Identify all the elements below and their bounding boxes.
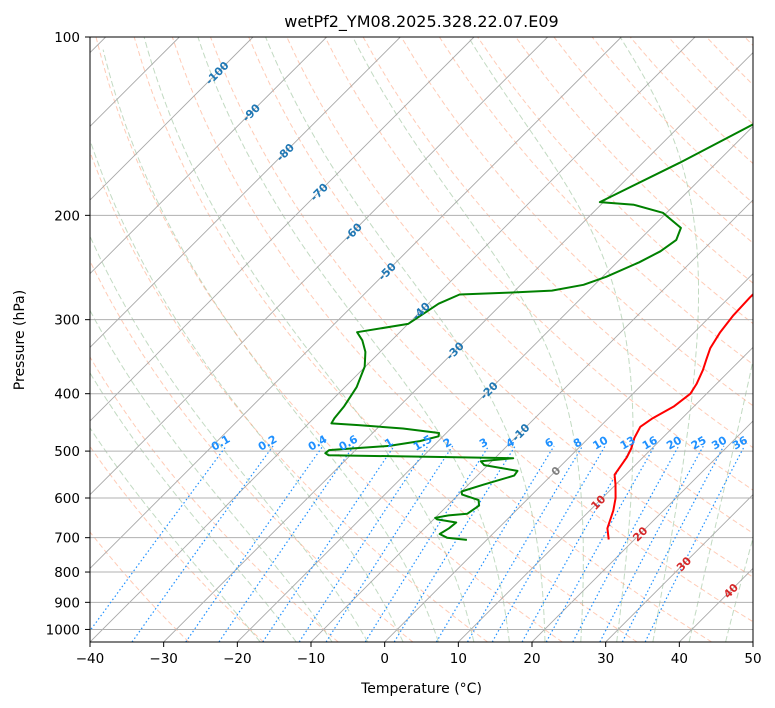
x-tick-label: −20 xyxy=(223,651,252,667)
dry-adiabat-line xyxy=(90,150,488,642)
sounding-series xyxy=(324,123,753,541)
isotherm-line xyxy=(90,37,401,348)
moist-adiabat-line xyxy=(352,37,584,642)
mixing-ratio-line xyxy=(644,445,746,642)
moist-adiabat-line xyxy=(90,309,333,642)
isotherm-line xyxy=(163,52,753,642)
x-axis-ticks: −40 −30 −20 −10 0 10 20 30 40 50 xyxy=(76,642,762,667)
dry-adiabat-line xyxy=(95,37,563,642)
mixing-ratio-line xyxy=(262,445,395,642)
isotherm-line xyxy=(90,37,622,569)
dry-adiabat-line xyxy=(210,37,753,623)
mixing-ratio-line xyxy=(521,445,634,642)
moist-adiabat-line xyxy=(725,536,753,642)
y-axis-label: Pressure (hPa) xyxy=(12,290,28,390)
isotherm-line xyxy=(90,37,475,422)
moist-adiabat-line xyxy=(90,427,261,642)
dry-adiabat-line xyxy=(133,37,638,642)
y-tick-label: 300 xyxy=(54,313,80,329)
dry-adiabat-line xyxy=(324,37,753,491)
dry-adiabat-line xyxy=(438,37,753,366)
y-tick-label: 1000 xyxy=(46,622,80,638)
moist-adiabat-line xyxy=(90,371,297,642)
plot-frame xyxy=(89,36,754,643)
y-tick-label: 900 xyxy=(54,595,80,611)
isotherm-line xyxy=(605,494,753,642)
moist-adiabat-line xyxy=(102,49,439,642)
mixing-ratio-line xyxy=(364,445,490,642)
isotherm-line xyxy=(458,346,753,642)
x-axis-label: Temperature (°C) xyxy=(360,681,482,697)
dry-adiabat-line xyxy=(515,37,753,284)
x-tick-label: 30 xyxy=(597,651,614,667)
isotherm-line xyxy=(90,37,696,642)
x-tick-label: −40 xyxy=(76,651,105,667)
moist-adiabat-line xyxy=(90,138,404,642)
moist-adiabat-line xyxy=(619,37,699,642)
mixing-ratio-line xyxy=(466,445,584,642)
y-tick-label: 200 xyxy=(54,208,80,224)
x-tick-label: 0 xyxy=(380,651,389,667)
y-tick-label: 100 xyxy=(54,30,80,46)
dry-adiabat-line xyxy=(400,37,753,407)
pressure-gridlines xyxy=(90,37,753,630)
isotherm-line xyxy=(531,420,753,642)
isotherm-line xyxy=(90,37,327,275)
dry-adiabat-line xyxy=(90,531,190,642)
dry-adiabat-line xyxy=(90,445,264,642)
isotherm-line xyxy=(310,199,753,642)
isotherms xyxy=(90,37,753,642)
mixing-ratio-lines xyxy=(90,445,746,642)
dry-adiabat-line xyxy=(171,37,712,642)
y-tick-label: 500 xyxy=(54,444,80,460)
temperature-line xyxy=(606,293,753,540)
mixing-ratio-line xyxy=(393,445,516,642)
y-tick-label: 700 xyxy=(54,531,80,547)
isotherm-line xyxy=(237,125,753,642)
dry-adiabat-line xyxy=(90,356,339,642)
mixing-ratio-line xyxy=(435,445,555,642)
moist-adiabat-line xyxy=(90,235,369,642)
mixing-ratio-line xyxy=(545,445,656,642)
x-tick-label: 40 xyxy=(671,651,688,667)
mixing-ratio-line xyxy=(298,445,429,642)
moist-adiabat-line xyxy=(467,37,634,642)
mixing-ratio-line xyxy=(218,445,355,642)
mixing-ratio-line xyxy=(185,445,324,642)
y-tick-label: 800 xyxy=(54,565,80,581)
isotherm-line xyxy=(90,37,254,201)
dewpoint-line xyxy=(324,123,753,541)
isotherm-line xyxy=(384,273,753,642)
moist-adiabats xyxy=(90,37,753,642)
isotherm-line xyxy=(90,37,548,496)
dry-adiabats xyxy=(90,37,753,642)
x-tick-label: −30 xyxy=(149,651,178,667)
mixing-ratio-line xyxy=(131,445,274,642)
mixing-ratio-line xyxy=(621,445,725,642)
chart-title: wetPf2_YM08.2025.328.22.07.E09 xyxy=(284,12,558,32)
moist-adiabat-line xyxy=(197,37,510,642)
y-axis-ticks: 100 200 300 400 500 600 700 800 900 1000 xyxy=(46,30,90,638)
y-tick-label: 600 xyxy=(54,491,80,507)
dry-adiabat-line xyxy=(248,37,753,578)
moist-adiabat-line xyxy=(265,37,546,642)
mixing-ratio-line xyxy=(325,445,454,642)
x-tick-label: 20 xyxy=(523,651,540,667)
x-tick-label: 50 xyxy=(744,651,761,667)
moist-adiabat-line xyxy=(143,37,475,642)
y-tick-label: 400 xyxy=(54,387,80,403)
x-tick-label: −10 xyxy=(297,651,326,667)
x-tick-label: 10 xyxy=(450,651,467,667)
